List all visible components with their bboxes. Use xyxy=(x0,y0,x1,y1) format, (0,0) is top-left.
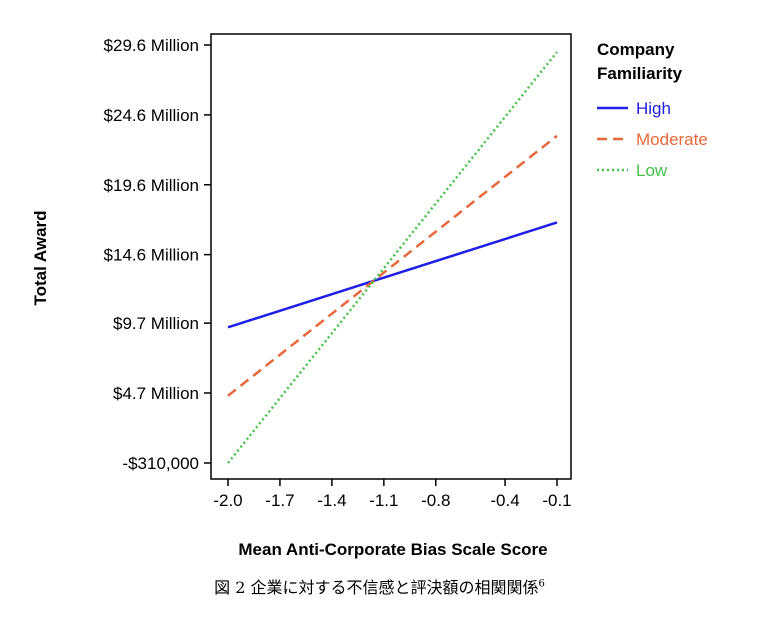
legend-label-high: High xyxy=(636,99,671,118)
x-tick-label: -0.8 xyxy=(421,491,450,510)
y-tick-label: $29.6 Million xyxy=(104,36,199,55)
y-axis-title: Total Award xyxy=(31,210,50,305)
x-tick-label: -0.4 xyxy=(490,491,519,510)
x-tick-label: -1.7 xyxy=(265,491,294,510)
caption-footnote-marker: 6 xyxy=(538,578,545,590)
x-tick-label: -1.4 xyxy=(317,491,346,510)
figure-caption: 図 2 企業に対する不信感と評決額の相関関係6 xyxy=(0,574,759,598)
y-tick-label: $4.7 Million xyxy=(113,384,199,403)
series-line-low xyxy=(227,51,558,464)
series-lines xyxy=(227,51,558,464)
y-tick-label: $14.6 Million xyxy=(104,246,199,265)
legend-title-line-2: Familiarity xyxy=(597,64,683,83)
y-axis: -$310,000 $4.7 Million $9.7 Million $14.6 M… xyxy=(104,36,211,473)
x-axis-title: Mean Anti-Corporate Bias Scale Score xyxy=(238,540,547,559)
y-tick-label: $19.6 Million xyxy=(104,176,199,195)
x-tick-label: -1.1 xyxy=(369,491,398,510)
legend-label-moderate: Moderate xyxy=(636,130,708,149)
y-tick-label: -$310,000 xyxy=(122,454,199,473)
legend: Company Familiarity High Moderate Low xyxy=(597,40,708,180)
x-axis: -2.0 -1.7 -1.4 -1.1 -0.8 -0.4 -0.1 xyxy=(213,479,572,510)
caption-text: 図 2 企業に対する不信感と評決額の相関関係 xyxy=(214,578,539,597)
series-line-high xyxy=(227,221,558,329)
y-tick-label: $24.6 Million xyxy=(104,106,199,125)
series-line-moderate xyxy=(227,134,558,397)
legend-title-line-1: Company xyxy=(597,40,675,59)
legend-label-low: Low xyxy=(636,161,668,180)
x-tick-label: -0.1 xyxy=(542,491,571,510)
plot-frame xyxy=(210,33,572,480)
x-tick-label: -2.0 xyxy=(213,491,242,510)
y-tick-label: $9.7 Million xyxy=(113,314,199,333)
